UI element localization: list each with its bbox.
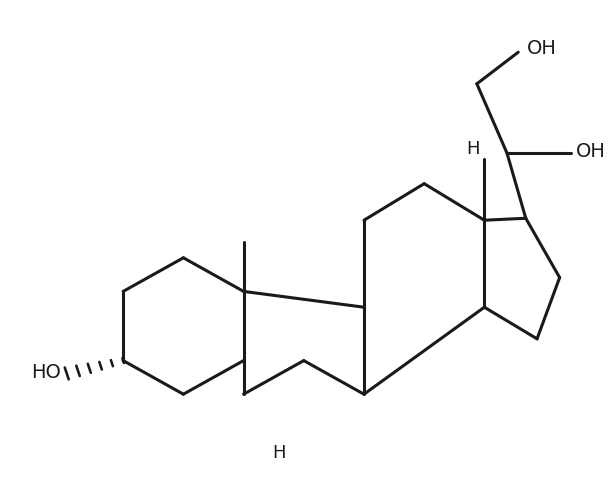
- Text: HO: HO: [31, 363, 61, 382]
- Text: H: H: [466, 140, 480, 158]
- Text: H: H: [272, 444, 286, 463]
- Text: OH: OH: [527, 39, 557, 58]
- Text: OH: OH: [576, 142, 606, 161]
